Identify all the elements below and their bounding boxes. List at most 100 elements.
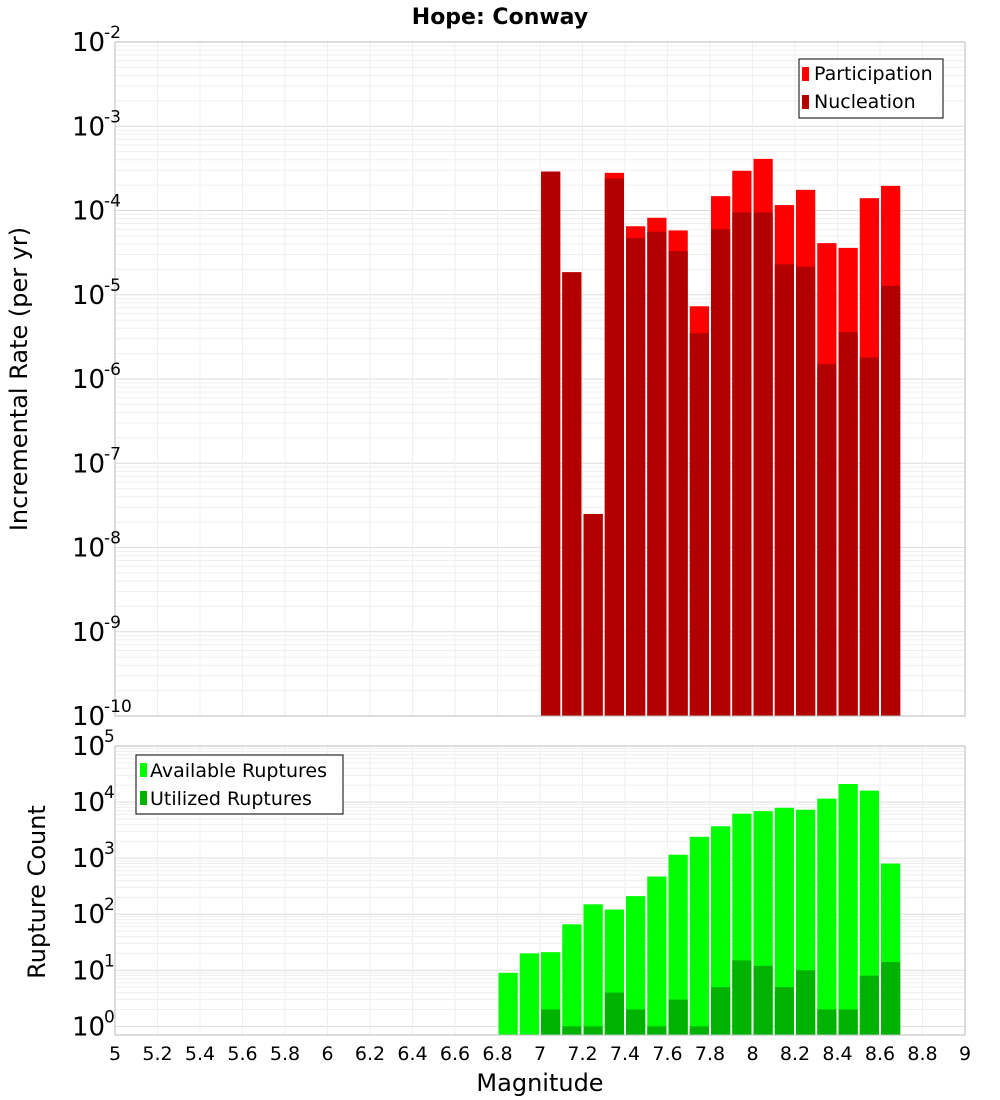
available-ruptures-bar [498,972,518,1035]
x-tick-label: 8.8 [907,1043,937,1065]
x-tick-label: 5.4 [185,1043,215,1065]
count-y-tick-exponent: 2 [104,895,115,915]
rate-plot-frame [114,41,966,717]
x-tick-label: 7.8 [695,1043,725,1065]
nucleation-bar [562,272,582,716]
x-tick-label: 5.2 [142,1043,172,1065]
rate-y-tick-label: 10 [72,618,105,648]
nucleation-bar [838,332,858,716]
x-tick-label: 7 [534,1043,546,1065]
nucleation-legend-swatch [802,95,809,109]
nucleation-bar [668,251,688,717]
utilized-ruptures-bar [881,962,901,1035]
x-tick-label: 8.2 [780,1043,810,1065]
utilized-ruptures-bar [583,1026,603,1035]
x-tick-label: 9 [959,1043,971,1065]
rate-y-tick-label: 10 [72,28,105,58]
rate-y-tick-label: 10 [72,112,105,142]
x-tick-label: 8 [746,1043,758,1065]
count-y-tick-label: 10 [72,844,105,874]
rate-y-tick-exponent: -10 [104,697,132,717]
count-y-tick-exponent: 4 [104,783,115,803]
x-axis-label: Magnitude [476,1069,603,1097]
nucleation-bar [689,333,709,716]
rate-y-tick-exponent: -4 [104,192,121,212]
nucleation-bar [604,178,624,716]
rate-y-tick-label: 10 [72,534,105,564]
rate-y-tick-exponent: -9 [104,613,121,633]
chart-title: Hope: Conway [412,5,588,30]
rate-y-tick-exponent: -8 [104,529,121,549]
utilized-legend-swatch [140,791,147,805]
count-y-tick-exponent: 3 [104,839,115,859]
x-tick-label: 6.8 [482,1043,512,1065]
available-ruptures-bar [838,783,858,1035]
x-tick-label: 6.2 [355,1043,385,1065]
count-y-tick-label: 10 [72,788,105,818]
count-legend: Available Ruptures Utilized Ruptures [135,754,344,815]
x-tick-label: 7.2 [567,1043,597,1065]
rate-grid [114,42,966,717]
participation-legend-swatch [802,67,809,81]
x-tick-label: 6.6 [440,1043,470,1065]
rate-legend-box [798,58,944,119]
nucleation-bar [626,238,646,716]
utilized-ruptures-bar [604,992,624,1035]
rate-y-tick-label: 10 [72,281,105,311]
available-legend-swatch [140,763,147,777]
count-y-tick-exponent: 5 [104,727,115,747]
x-tick-label: 8.6 [865,1043,895,1065]
nucleation-bar [711,229,731,717]
rate-y-tick-exponent: -6 [104,360,121,380]
count-y-tick-label: 10 [72,956,105,986]
utilized-ruptures-bar [668,999,688,1035]
count-y-tick-label: 10 [72,732,105,762]
rate-y-tick-exponent: -7 [104,444,121,464]
participation-legend-label: Participation [814,63,933,85]
available-ruptures-bar [817,798,837,1035]
nucleation-bar [647,231,667,717]
available-ruptures-bar [626,896,646,1035]
nucleation-bar [859,357,879,716]
rate-y-tick-label: 10 [72,197,105,227]
available-ruptures-bar [647,876,667,1035]
x-tick-label: 5 [109,1043,121,1065]
available-ruptures-bar [689,836,709,1035]
count-plot-frame [114,745,966,1036]
utilized-legend-label: Utilized Ruptures [150,788,312,810]
x-tick-label: 5.6 [227,1043,257,1065]
utilized-ruptures-bar [859,975,879,1035]
utilized-ruptures-bar [689,1026,709,1035]
x-tick-label: 5.8 [270,1043,300,1065]
x-tick-label: 7.4 [610,1043,640,1065]
available-ruptures-bar [774,807,794,1035]
utilized-ruptures-bar [711,987,731,1035]
nucleation-bar [541,171,561,716]
utilized-ruptures-bar [626,1009,646,1035]
utilized-ruptures-bar [541,1009,561,1035]
utilized-ruptures-bar [817,1009,837,1035]
rate-bars [541,158,901,717]
rate-y-tick-label: 10 [72,702,105,732]
rate-y-tick-exponent: -3 [104,107,121,127]
x-tick-label: 6 [321,1043,333,1065]
available-ruptures-bar [519,953,539,1035]
available-ruptures-bar [711,826,731,1035]
available-ruptures-bar [859,790,879,1035]
nucleation-bar [796,266,816,716]
rate-y-tick-exponent: -2 [104,23,121,43]
rate-y-tick-exponent: -5 [104,276,121,296]
x-tick-label: 6.4 [397,1043,427,1065]
rate-legend: Participation Nucleation [798,58,944,119]
nucleation-bar [753,212,773,717]
utilized-ruptures-bar [796,970,816,1035]
utilized-ruptures-bar [562,1026,582,1035]
rate-y-axis-label: Incremental Rate (per yr) [5,227,33,531]
count-y-tick-exponent: 0 [104,1007,115,1027]
count-y-tick-label: 10 [72,1012,105,1042]
utilized-ruptures-bar [732,960,752,1035]
